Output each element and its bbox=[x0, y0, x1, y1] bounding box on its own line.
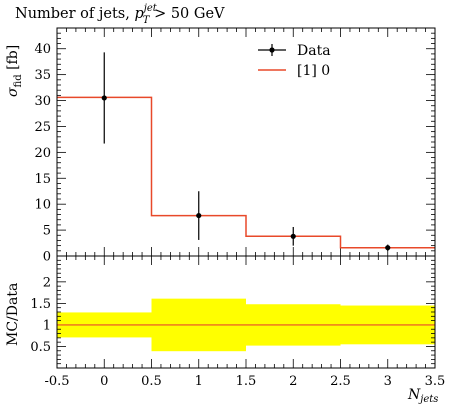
data-point-2 bbox=[290, 226, 296, 246]
title-sub: T bbox=[143, 15, 151, 26]
data-points bbox=[101, 52, 391, 251]
y-axis-unit: [fb] bbox=[5, 45, 21, 75]
ratio-tick-label-1: 1 bbox=[43, 318, 51, 333]
mc-histogram-line bbox=[57, 96, 435, 249]
ratio-tick-label-3: 2 bbox=[43, 275, 51, 290]
chart-title: Number of jets, pjet T > 50 GeV bbox=[15, 3, 225, 26]
y-tick-label-1: 5 bbox=[43, 224, 51, 239]
x-axis-N: N bbox=[407, 387, 421, 403]
y-tick-label-0: 0 bbox=[43, 250, 51, 265]
ratio-tick-label-2: 1.5 bbox=[30, 297, 51, 312]
y-axis-title: σfid [fb] bbox=[5, 45, 24, 97]
data-marker-0 bbox=[101, 95, 107, 101]
x-tick-label-4: 1.5 bbox=[236, 374, 257, 389]
x-axis-title: Njets bbox=[407, 387, 438, 405]
data-point-1 bbox=[196, 191, 202, 240]
x-tick-label-6: 2.5 bbox=[330, 374, 351, 389]
title-main: Number of jets, bbox=[15, 6, 134, 22]
data-marker-1 bbox=[196, 212, 202, 219]
y-tick-label-4: 20 bbox=[34, 146, 51, 161]
y-tick-label-7: 35 bbox=[34, 68, 51, 83]
ratio-tick-label-0: 0.5 bbox=[30, 340, 51, 355]
ratio-axis-title: MC/Data bbox=[5, 283, 21, 346]
y-axis-sub: fid bbox=[13, 74, 24, 88]
x-axis-sub: jets bbox=[418, 394, 438, 405]
x-tick-label-1: 0 bbox=[100, 374, 108, 389]
y-tick-labels: 0 5 10 15 20 25 30 35 40 bbox=[34, 42, 51, 264]
y-tick-label-3: 15 bbox=[34, 172, 51, 187]
x-tick-labels: -0.5 0 0.5 1 1.5 2 2.5 3 3.5 bbox=[44, 374, 445, 389]
y-axis-sigma: σ bbox=[5, 87, 21, 97]
y-tick-label-8: 40 bbox=[34, 42, 51, 57]
data-point-0 bbox=[101, 52, 107, 144]
x-tick-label-0: -0.5 bbox=[44, 374, 69, 389]
data-marker-3 bbox=[385, 245, 391, 251]
x-tick-label-5: 2 bbox=[289, 374, 297, 389]
title-p: p bbox=[134, 6, 143, 22]
x-tick-label-7: 3 bbox=[384, 374, 392, 389]
data-point-3 bbox=[385, 244, 391, 251]
x-tick-label-8: 3.5 bbox=[425, 374, 446, 389]
main-ticks bbox=[56, 27, 436, 257]
y-tick-label-5: 25 bbox=[34, 120, 51, 135]
ratio-frame bbox=[56, 255, 436, 369]
data-marker-2 bbox=[290, 233, 296, 239]
legend-data-label: Data bbox=[297, 43, 331, 59]
y-tick-label-2: 10 bbox=[34, 198, 51, 213]
legend: Data [1] 0 bbox=[258, 43, 331, 79]
legend-data-marker bbox=[269, 47, 275, 53]
legend-mc-label: [1] 0 bbox=[297, 63, 330, 79]
ratio-tick-labels: 0.5 1 1.5 2 bbox=[30, 275, 51, 355]
title-cut: > 50 GeV bbox=[149, 6, 225, 22]
y-tick-label-6: 30 bbox=[34, 94, 51, 109]
x-tick-label-2: 0.5 bbox=[141, 374, 162, 389]
x-tick-label-3: 1 bbox=[195, 374, 203, 389]
title-sup: jet bbox=[142, 3, 158, 14]
mc-histogram bbox=[57, 96, 435, 249]
